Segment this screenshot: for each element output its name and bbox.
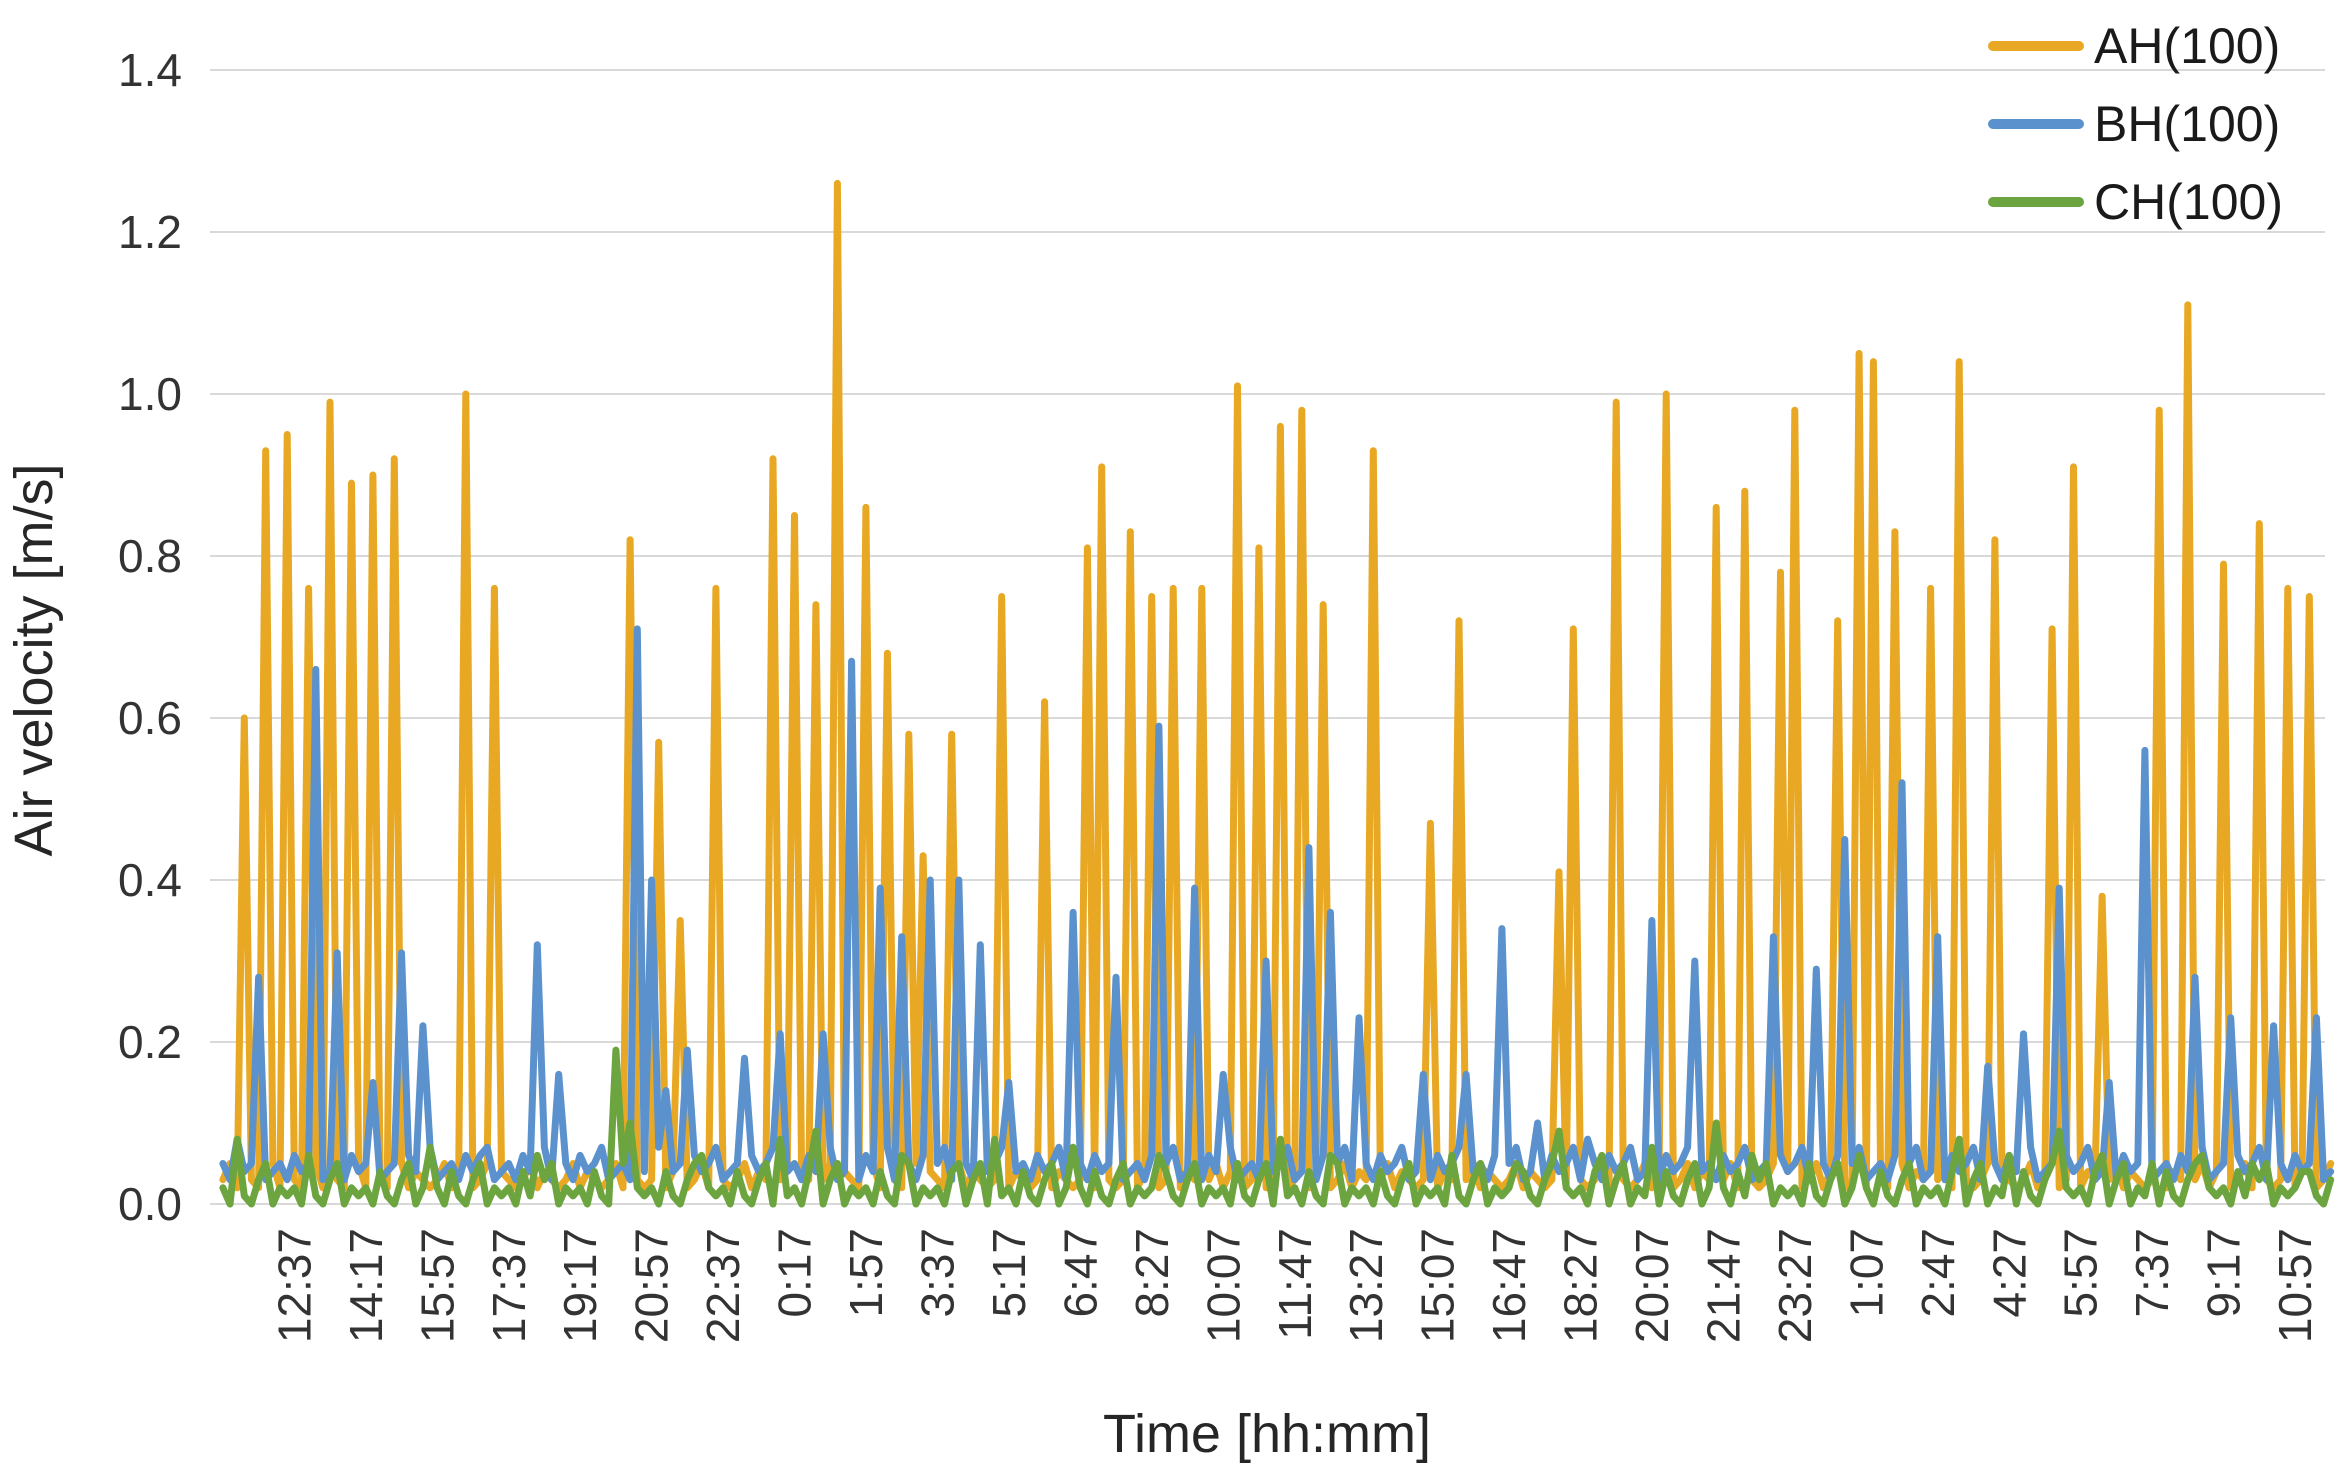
x-tick-label: 9:17 bbox=[2198, 1228, 2250, 1318]
x-tick-label: 13:27 bbox=[1340, 1228, 1392, 1343]
legend: AH(100) BH(100) CH(100) bbox=[1988, 14, 2283, 234]
x-axis-title: Time [hh:mm] bbox=[1103, 1404, 1431, 1464]
y-tick-label: 1.0 bbox=[118, 368, 182, 420]
y-tick-label: 1.2 bbox=[118, 206, 182, 258]
x-axis-tick-labels: 12:37 14:17 15:57 17:37 19:17 20:57 22:37 0:17 1… bbox=[268, 1228, 2321, 1343]
x-tick-label: 3:37 bbox=[911, 1228, 963, 1318]
x-tick-label: 10:57 bbox=[2269, 1228, 2321, 1343]
y-axis-title: Air velocity [m/s] bbox=[4, 463, 64, 856]
gridlines bbox=[210, 69, 2325, 1205]
x-tick-label: 5:57 bbox=[2055, 1228, 2107, 1318]
x-tick-label: 21:47 bbox=[1697, 1228, 1749, 1343]
x-tick-label: 18:27 bbox=[1555, 1228, 1607, 1343]
legend-item-ah: AH(100) bbox=[1988, 14, 2283, 78]
x-tick-label: 14:17 bbox=[340, 1228, 392, 1343]
x-tick-label: 15:07 bbox=[1412, 1228, 1464, 1343]
legend-item-ch: CH(100) bbox=[1988, 170, 2283, 234]
x-tick-label: 17:37 bbox=[483, 1228, 535, 1343]
legend-swatch-ch bbox=[1988, 197, 2085, 207]
x-tick-label: 20:57 bbox=[626, 1228, 678, 1343]
series-line-ch-100- bbox=[219, 1046, 2335, 1208]
y-tick-label: 0.8 bbox=[118, 530, 182, 582]
y-axis-tick-labels: 0.0 0.2 0.4 0.6 0.8 1.0 1.2 1.4 bbox=[118, 44, 182, 1230]
y-tick-label: 0.4 bbox=[118, 854, 182, 906]
y-tick-label: 0.2 bbox=[118, 1016, 182, 1068]
y-tick-label: 1.4 bbox=[118, 44, 182, 96]
x-tick-label: 22:37 bbox=[697, 1228, 749, 1343]
x-tick-label: 10:07 bbox=[1197, 1228, 1249, 1343]
x-tick-label: 19:17 bbox=[554, 1228, 606, 1343]
x-tick-label: 4:27 bbox=[1983, 1228, 2035, 1318]
y-tick-label: 0.6 bbox=[118, 692, 182, 744]
legend-swatch-ah bbox=[1988, 41, 2085, 51]
legend-swatch-bh bbox=[1988, 119, 2085, 129]
x-tick-label: 23:27 bbox=[1769, 1228, 1821, 1343]
legend-label-ah: AH(100) bbox=[2094, 18, 2281, 74]
x-tick-label: 8:27 bbox=[1126, 1228, 1178, 1318]
x-tick-label: 20:07 bbox=[1626, 1228, 1678, 1343]
legend-label-ch: CH(100) bbox=[2094, 174, 2283, 230]
legend-item-bh: BH(100) bbox=[1988, 92, 2283, 156]
x-tick-label: 2:47 bbox=[1912, 1228, 1964, 1318]
x-tick-label: 12:37 bbox=[268, 1228, 320, 1343]
x-tick-label: 11:47 bbox=[1269, 1228, 1321, 1340]
x-tick-label: 15:57 bbox=[411, 1228, 463, 1343]
x-tick-label: 6:47 bbox=[1054, 1228, 1106, 1318]
x-tick-label: 1:57 bbox=[840, 1228, 892, 1318]
y-tick-label: 0.0 bbox=[118, 1178, 182, 1230]
x-tick-label: 1:07 bbox=[1840, 1228, 1892, 1318]
legend-label-bh: BH(100) bbox=[2094, 96, 2281, 152]
series-lines bbox=[219, 179, 2335, 1208]
x-tick-label: 0:17 bbox=[769, 1228, 821, 1318]
x-tick-label: 7:37 bbox=[2126, 1228, 2178, 1318]
x-tick-label: 16:47 bbox=[1483, 1228, 1535, 1343]
x-tick-label: 5:17 bbox=[983, 1228, 1035, 1318]
